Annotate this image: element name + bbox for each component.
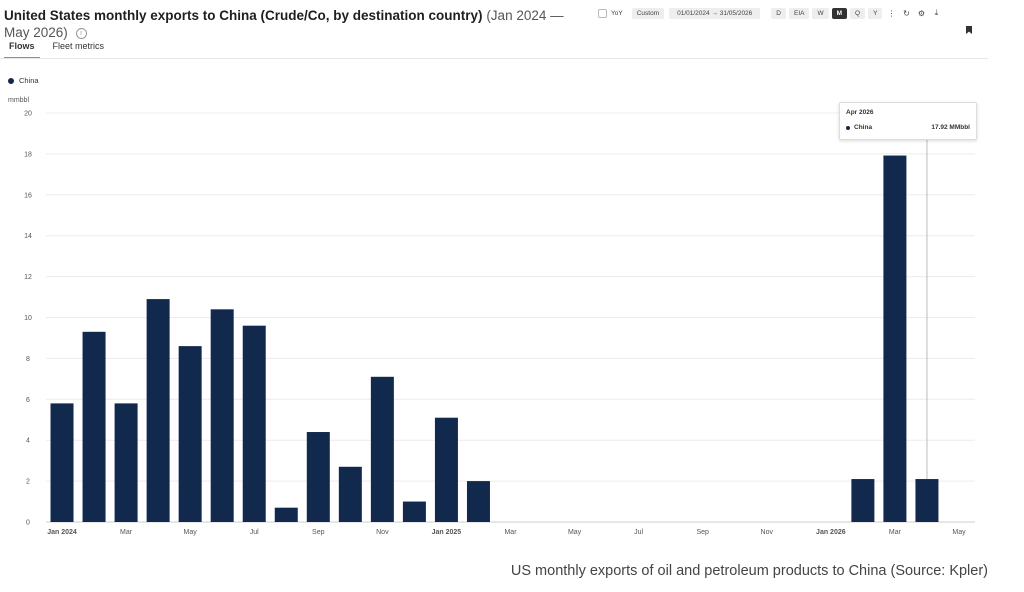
x-tick-label: Mar	[504, 529, 517, 536]
bar-chart: mmbbl 0 2 4 6 8 10 12 14 16 18 20 Jan 2024 Mar May Jul S…	[8, 97, 975, 536]
x-tick-label: Jul	[634, 529, 643, 536]
y-tick-label: 8	[26, 356, 30, 363]
x-tick-label: Jan 2025	[432, 529, 462, 536]
x-tick-label: Sep	[312, 529, 325, 536]
x-tick-label: Mar	[120, 529, 133, 536]
period-w-button[interactable]: W	[812, 7, 829, 19]
bar[interactable]	[851, 479, 875, 522]
figure-caption: US monthly exports of oil and petroleum …	[510, 563, 988, 579]
y-tick-label: 20	[24, 111, 32, 118]
settings-icon[interactable]: ⚙	[917, 8, 926, 18]
chart-header: United States monthly exports to China (…	[0, 0, 1000, 60]
bar[interactable]	[370, 376, 394, 522]
x-tick-label: Mar	[889, 529, 902, 536]
x-tick-label: Sep	[696, 529, 709, 536]
view-tabs: Flows Fleet metrics	[4, 41, 109, 59]
bar[interactable]	[306, 432, 330, 522]
period-q-button[interactable]: Q	[850, 7, 866, 19]
tooltip-title: Apr 2026	[846, 109, 874, 116]
bar[interactable]	[146, 299, 170, 522]
y-tick-label: 18	[24, 151, 32, 158]
period-d-button[interactable]: D	[771, 7, 786, 19]
bookmark-icon[interactable]	[966, 26, 972, 34]
x-tick-label: May	[184, 529, 198, 536]
chart-tooltip: Apr 2026 China 17.92 MMbbl	[839, 102, 977, 140]
yoy-toggle[interactable]: YoY	[598, 8, 623, 18]
more-icon[interactable]: ⋮	[887, 8, 896, 18]
title-range: (Jan 2024 — May 2026)	[4, 8, 564, 40]
x-tick-label: Nov	[761, 529, 774, 536]
bar[interactable]	[915, 479, 939, 522]
date-range-field[interactable]: 01/01/2024 → 31/05/2026	[669, 7, 761, 19]
yoy-label: YoY	[611, 9, 623, 17]
legend-swatch	[8, 77, 14, 84]
y-tick-label: 16	[24, 192, 32, 199]
tooltip-value: 17.92 MMbbl	[931, 124, 970, 131]
y-tick-label: 6	[26, 397, 30, 404]
y-tick-label: 0	[26, 520, 30, 527]
period-y-button[interactable]: Y	[868, 7, 883, 19]
y-tick-label: 12	[24, 274, 32, 281]
x-tick-label: Jan 2026	[816, 529, 846, 536]
x-tick-label: May	[568, 529, 582, 536]
bar[interactable]	[50, 403, 74, 522]
bar[interactable]	[114, 403, 138, 522]
chart-title: United States monthly exports to China (…	[4, 7, 564, 41]
download-icon[interactable]: ⤓	[934, 8, 939, 17]
bar[interactable]	[466, 481, 490, 522]
legend-label: China	[19, 76, 39, 85]
bar[interactable]	[434, 417, 458, 522]
x-tick-label: Jul	[250, 529, 259, 536]
y-tick-label: 14	[24, 233, 32, 240]
x-tick-label: Nov	[376, 529, 389, 536]
chart-toolbar: YoY Custom 01/01/2024 → 31/05/2026 D EIA…	[598, 6, 942, 20]
refresh-icon[interactable]: ↻	[903, 8, 910, 18]
bar[interactable]	[402, 501, 426, 522]
bar[interactable]	[338, 466, 362, 522]
bar[interactable]	[82, 331, 106, 522]
tab-flows[interactable]: Flows	[4, 41, 40, 59]
bar[interactable]	[274, 507, 298, 522]
y-tick-label: 4	[26, 438, 30, 445]
bar[interactable]	[178, 346, 202, 522]
bar[interactable]	[242, 325, 266, 522]
bar[interactable]	[883, 155, 907, 522]
y-axis-label: mmbbl	[8, 97, 29, 104]
tooltip-series: China	[854, 124, 873, 131]
custom-range-button[interactable]: Custom	[631, 7, 665, 19]
tab-fleet-metrics[interactable]: Fleet metrics	[52, 41, 105, 51]
header-divider	[0, 58, 988, 59]
title-main: United States monthly exports to China (…	[4, 8, 483, 23]
x-tick-label: Jan 2024	[47, 529, 77, 536]
chart-legend[interactable]: China	[8, 76, 39, 85]
tooltip-swatch	[846, 126, 850, 130]
info-icon[interactable]: i	[75, 27, 87, 39]
y-tick-label: 10	[24, 315, 32, 322]
bar[interactable]	[210, 309, 234, 522]
period-eia-button[interactable]: EIA	[789, 7, 810, 19]
y-tick-label: 2	[26, 479, 30, 486]
period-m-button[interactable]: M	[831, 7, 848, 19]
x-tick-label: May	[952, 529, 966, 536]
yoy-checkbox[interactable]	[598, 8, 607, 18]
